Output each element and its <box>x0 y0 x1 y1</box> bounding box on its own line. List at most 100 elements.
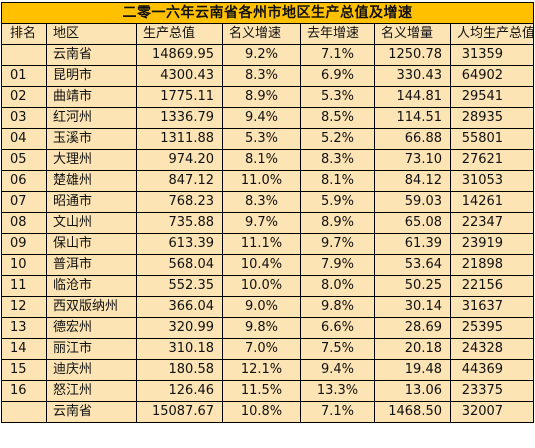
gdp-cell[interactable]: 1775.11 <box>136 86 223 108</box>
last-year-growth-cell[interactable]: 8.5% <box>300 107 375 129</box>
per-capita-gdp-cell[interactable]: 44369 <box>449 359 535 381</box>
header-region[interactable]: 地区 <box>46 23 137 45</box>
rank-cell[interactable]: 02 <box>1 86 47 108</box>
nominal-growth-cell[interactable]: 10.0% <box>222 275 301 297</box>
per-capita-gdp-cell[interactable]: 29541 <box>449 86 535 108</box>
per-capita-gdp-cell[interactable]: 22347 <box>449 212 535 234</box>
nominal-increment-cell[interactable]: 84.12 <box>374 170 451 192</box>
region-cell[interactable]: 怒江州 <box>46 380 137 402</box>
rank-cell[interactable]: 15 <box>1 359 47 381</box>
region-cell[interactable]: 大理州 <box>46 149 137 171</box>
gdp-cell[interactable]: 974.20 <box>136 149 223 171</box>
region-cell[interactable]: 红河州 <box>46 107 137 129</box>
header-last-year-growth[interactable]: 去年增速 <box>300 23 375 45</box>
header-rank[interactable]: 排名 <box>1 23 47 45</box>
per-capita-gdp-cell[interactable]: 14261 <box>449 191 535 213</box>
last-year-growth-cell[interactable]: 8.9% <box>300 212 375 234</box>
nominal-increment-cell[interactable]: 144.81 <box>374 86 451 108</box>
gdp-cell[interactable]: 366.04 <box>136 296 223 318</box>
gdp-cell[interactable]: 320.99 <box>136 317 223 339</box>
nominal-increment-cell[interactable]: 13.06 <box>374 380 451 402</box>
rank-cell[interactable]: 09 <box>1 233 47 255</box>
nominal-increment-cell[interactable]: 28.69 <box>374 317 451 339</box>
last-year-growth-cell[interactable]: 7.5% <box>300 338 375 360</box>
gdp-cell[interactable]: 768.23 <box>136 191 223 213</box>
per-capita-gdp-cell[interactable]: 27621 <box>449 149 535 171</box>
region-cell[interactable]: 云南省 <box>46 44 137 66</box>
nominal-growth-cell[interactable]: 10.8% <box>222 401 301 423</box>
nominal-growth-cell[interactable]: 9.8% <box>222 317 301 339</box>
gdp-cell[interactable]: 14869.95 <box>136 44 223 66</box>
nominal-increment-cell[interactable]: 30.14 <box>374 296 451 318</box>
nominal-growth-cell[interactable]: 8.3% <box>222 65 301 87</box>
header-nominal-increment[interactable]: 名义增量 <box>374 23 451 45</box>
region-cell[interactable]: 西双版纳州 <box>46 296 137 318</box>
nominal-growth-cell[interactable]: 9.4% <box>222 107 301 129</box>
region-cell[interactable]: 保山市 <box>46 233 137 255</box>
region-cell[interactable]: 德宏州 <box>46 317 137 339</box>
last-year-growth-cell[interactable]: 7.1% <box>300 401 375 423</box>
nominal-growth-cell[interactable]: 12.1% <box>222 359 301 381</box>
nominal-growth-cell[interactable]: 9.7% <box>222 212 301 234</box>
per-capita-gdp-cell[interactable]: 64902 <box>449 65 535 87</box>
nominal-growth-cell[interactable]: 8.1% <box>222 149 301 171</box>
rank-cell[interactable]: 05 <box>1 149 47 171</box>
last-year-growth-cell[interactable]: 5.9% <box>300 191 375 213</box>
region-cell[interactable]: 玉溪市 <box>46 128 137 150</box>
nominal-increment-cell[interactable]: 66.88 <box>374 128 451 150</box>
nominal-increment-cell[interactable]: 114.51 <box>374 107 451 129</box>
gdp-cell[interactable]: 1336.79 <box>136 107 223 129</box>
rank-cell[interactable]: 16 <box>1 380 47 402</box>
per-capita-gdp-cell[interactable]: 23375 <box>449 380 535 402</box>
region-cell[interactable]: 昆明市 <box>46 65 137 87</box>
gdp-cell[interactable]: 552.35 <box>136 275 223 297</box>
gdp-cell[interactable]: 15087.67 <box>136 401 223 423</box>
gdp-cell[interactable]: 847.12 <box>136 170 223 192</box>
rank-cell[interactable]: 11 <box>1 275 47 297</box>
last-year-growth-cell[interactable]: 8.3% <box>300 149 375 171</box>
rank-cell[interactable]: 12 <box>1 296 47 318</box>
gdp-cell[interactable]: 126.46 <box>136 380 223 402</box>
region-cell[interactable]: 普洱市 <box>46 254 137 276</box>
rank-cell[interactable]: 13 <box>1 317 47 339</box>
nominal-growth-cell[interactable]: 9.0% <box>222 296 301 318</box>
per-capita-gdp-cell[interactable]: 21898 <box>449 254 535 276</box>
nominal-growth-cell[interactable]: 10.4% <box>222 254 301 276</box>
per-capita-gdp-cell[interactable]: 28935 <box>449 107 535 129</box>
rank-cell[interactable]: 08 <box>1 212 47 234</box>
nominal-growth-cell[interactable]: 11.5% <box>222 380 301 402</box>
last-year-growth-cell[interactable]: 7.1% <box>300 44 375 66</box>
rank-cell[interactable] <box>1 401 47 423</box>
nominal-growth-cell[interactable]: 11.1% <box>222 233 301 255</box>
nominal-growth-cell[interactable]: 8.9% <box>222 86 301 108</box>
region-cell[interactable]: 云南省 <box>46 401 137 423</box>
last-year-growth-cell[interactable]: 8.1% <box>300 170 375 192</box>
last-year-growth-cell[interactable]: 5.2% <box>300 128 375 150</box>
region-cell[interactable]: 曲靖市 <box>46 86 137 108</box>
header-per-capita-gdp[interactable]: 人均生产总值 <box>449 23 535 45</box>
per-capita-gdp-cell[interactable]: 31637 <box>449 296 535 318</box>
last-year-growth-cell[interactable]: 9.8% <box>300 296 375 318</box>
per-capita-gdp-cell[interactable]: 25395 <box>449 317 535 339</box>
gdp-cell[interactable]: 180.58 <box>136 359 223 381</box>
nominal-increment-cell[interactable]: 1468.50 <box>374 401 451 423</box>
nominal-increment-cell[interactable]: 53.64 <box>374 254 451 276</box>
rank-cell[interactable]: 10 <box>1 254 47 276</box>
gdp-cell[interactable]: 4300.43 <box>136 65 223 87</box>
rank-cell[interactable]: 04 <box>1 128 47 150</box>
last-year-growth-cell[interactable]: 5.3% <box>300 86 375 108</box>
nominal-increment-cell[interactable]: 330.43 <box>374 65 451 87</box>
per-capita-gdp-cell[interactable]: 31053 <box>449 170 535 192</box>
region-cell[interactable]: 丽江市 <box>46 338 137 360</box>
nominal-increment-cell[interactable]: 19.48 <box>374 359 451 381</box>
gdp-cell[interactable]: 1311.88 <box>136 128 223 150</box>
region-cell[interactable]: 昭通市 <box>46 191 137 213</box>
gdp-cell[interactable]: 735.88 <box>136 212 223 234</box>
rank-cell[interactable]: 06 <box>1 170 47 192</box>
per-capita-gdp-cell[interactable]: 32007 <box>449 401 535 423</box>
nominal-growth-cell[interactable]: 7.0% <box>222 338 301 360</box>
per-capita-gdp-cell[interactable]: 55801 <box>449 128 535 150</box>
nominal-increment-cell[interactable]: 61.39 <box>374 233 451 255</box>
nominal-increment-cell[interactable]: 1250.78 <box>374 44 451 66</box>
last-year-growth-cell[interactable]: 13.3% <box>300 380 375 402</box>
